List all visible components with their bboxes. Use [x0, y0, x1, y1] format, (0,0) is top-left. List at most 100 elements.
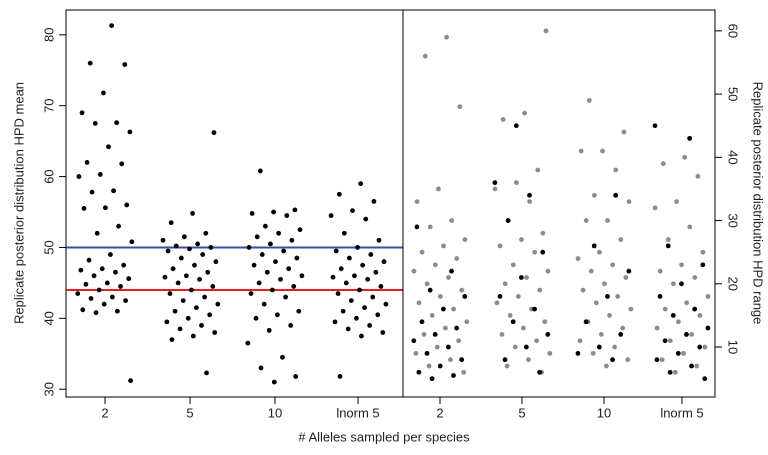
point: [362, 305, 367, 311]
point: [119, 161, 125, 167]
point: [292, 207, 298, 213]
point: [182, 234, 187, 240]
point: [610, 357, 615, 363]
point: [80, 307, 86, 313]
point: [596, 344, 602, 350]
point: [427, 224, 433, 230]
y-tick-label: 80: [41, 28, 56, 42]
point: [367, 323, 372, 328]
point: [449, 218, 455, 223]
point: [694, 363, 700, 369]
y2-tick-label: 10: [726, 340, 741, 354]
point: [437, 294, 443, 299]
point: [705, 294, 711, 299]
point: [705, 325, 711, 331]
point: [111, 188, 116, 194]
point: [175, 280, 181, 286]
point: [492, 180, 498, 186]
point: [288, 323, 294, 328]
point: [626, 268, 632, 274]
point: [204, 370, 209, 376]
point: [625, 357, 631, 363]
point: [443, 325, 448, 331]
point: [381, 259, 387, 265]
point: [378, 284, 384, 289]
point: [183, 273, 189, 279]
point: [665, 237, 671, 242]
point: [505, 218, 511, 223]
point: [296, 308, 302, 314]
point: [348, 298, 354, 304]
point: [689, 331, 695, 337]
point: [205, 269, 211, 275]
point: [262, 223, 268, 229]
point: [618, 237, 624, 242]
point: [245, 340, 251, 346]
point: [127, 129, 133, 135]
point: [86, 257, 92, 263]
point: [328, 213, 334, 218]
point: [273, 259, 278, 265]
point: [687, 135, 693, 141]
point: [370, 294, 376, 300]
point: [294, 255, 300, 261]
point: [266, 327, 272, 333]
point: [343, 280, 349, 286]
point: [510, 319, 516, 325]
point: [81, 206, 87, 211]
point: [249, 211, 255, 216]
point: [170, 266, 176, 272]
point: [623, 275, 629, 280]
point: [96, 287, 102, 293]
y2-tick-label: 50: [726, 87, 741, 101]
point: [605, 218, 610, 223]
point: [540, 249, 546, 255]
y2-tick-label: 20: [726, 277, 741, 291]
point: [674, 199, 679, 205]
point: [527, 192, 532, 198]
point: [591, 243, 597, 249]
point: [700, 262, 706, 268]
point: [537, 287, 543, 293]
point: [545, 331, 551, 337]
x-tick-label: 2: [436, 405, 443, 420]
point: [497, 294, 503, 299]
point: [416, 369, 422, 375]
point: [330, 274, 336, 280]
point: [121, 262, 127, 268]
point: [432, 262, 438, 268]
point: [618, 331, 624, 337]
point: [212, 330, 218, 335]
point: [335, 291, 341, 296]
point: [208, 245, 214, 250]
point: [681, 350, 686, 356]
point: [432, 331, 438, 337]
point: [102, 205, 108, 211]
point: [514, 180, 519, 186]
point: [441, 243, 446, 249]
point: [459, 287, 465, 293]
point: [280, 354, 285, 360]
point: [269, 287, 275, 293]
point: [504, 363, 510, 369]
point: [246, 245, 252, 250]
point: [615, 294, 621, 299]
point: [520, 325, 526, 331]
point: [597, 249, 602, 255]
point: [94, 230, 100, 236]
point: [281, 248, 287, 254]
point: [106, 144, 111, 150]
point: [421, 331, 427, 337]
point: [524, 275, 529, 280]
point: [607, 313, 612, 318]
point: [665, 243, 671, 249]
point: [253, 315, 259, 321]
point: [588, 268, 594, 274]
point: [97, 172, 103, 177]
point: [93, 310, 99, 316]
point: [497, 243, 503, 249]
x-axis-label: # Alleles sampled per species: [298, 429, 470, 444]
point: [368, 252, 374, 257]
point: [114, 308, 120, 314]
point: [513, 123, 519, 129]
